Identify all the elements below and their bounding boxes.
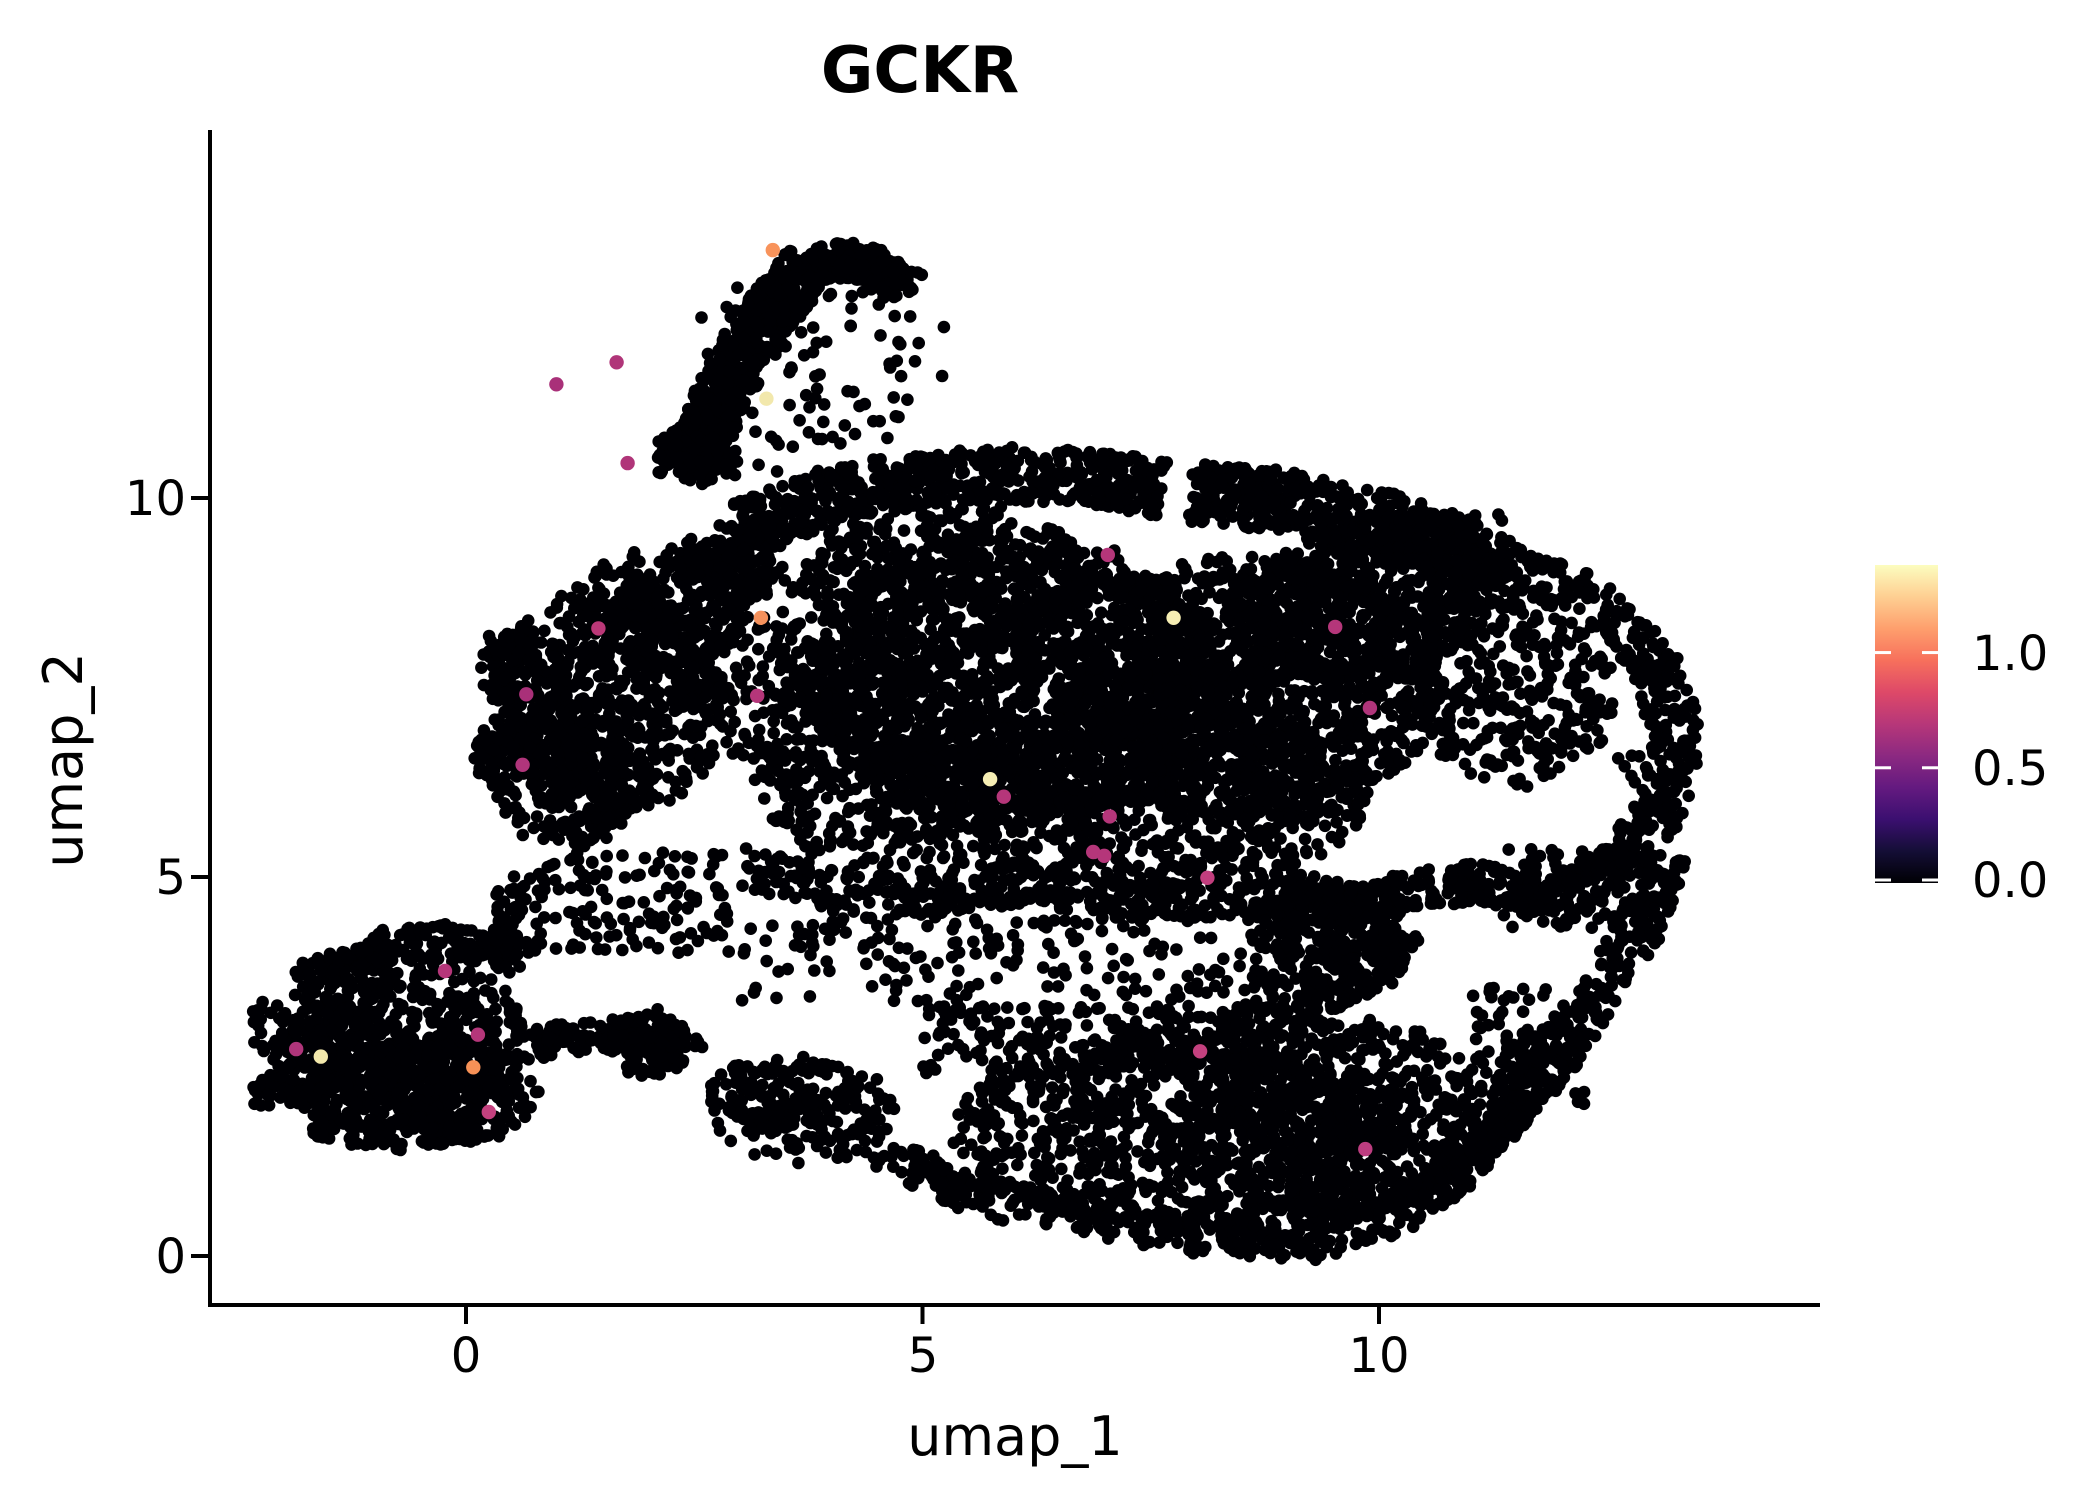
y-axis-title: umap_2 [32,652,95,868]
x-axis-title: umap_1 [907,1405,1123,1468]
x-tick-label-10: 10 [1348,1328,1409,1384]
expressing-cell [591,621,606,636]
expressing-cell [1086,844,1101,860]
expressing-cell [759,391,774,406]
x-axis-tick-labels: 0 5 10 [451,1328,1410,1384]
expressing-cell [1200,870,1215,885]
x-tick-label-5: 5 [908,1328,939,1384]
colorbar-legend: 1.0 0.5 0.0 [1875,565,2048,909]
expressing-cell [1102,809,1117,824]
axis-tick-marks [191,496,1381,1324]
expressing-cell [1362,700,1378,716]
expressing-cell [996,789,1011,804]
expressing-cell [515,757,530,772]
colorbar-label-0.5: 0.5 [1972,741,2048,797]
colorbar-tick-marks [1875,651,1938,882]
expressing-cell [1166,610,1181,625]
expressing-cell [519,687,534,702]
expressing-cell [437,963,453,979]
colorbar-label-1.0: 1.0 [1972,626,2048,682]
axis-spines [208,130,1820,1307]
expressing-cell [750,688,765,703]
expressing-cell [466,1060,481,1075]
expressing-cell [289,1041,304,1057]
x-tick-label-0: 0 [451,1328,482,1384]
expressing-cell [549,377,564,392]
expressing-cell [1358,1141,1373,1157]
expressing-cell [470,1027,486,1042]
expressing-cells [289,242,1378,1157]
colorbar-label-0.0: 0.0 [1972,853,2048,909]
expressing-cell [1100,547,1116,563]
y-tick-label-0: 0 [155,1229,186,1285]
expressing-cell [609,355,624,370]
colorbar-gradient-bar [1875,565,1938,883]
expressing-cell [765,242,780,258]
y-tick-label-10: 10 [125,471,186,527]
expressing-cell [1192,1044,1208,1059]
point-cloud [246,236,1704,1267]
plot-title: GCKR [821,34,1019,108]
expressing-cell [1097,848,1112,863]
y-axis-tick-labels: 0 5 10 [125,471,186,1285]
expressing-cell [620,455,635,471]
expressing-cell [753,610,769,625]
y-tick-label-5: 5 [155,850,186,906]
expressing-cell [982,772,998,787]
expressing-cell [481,1104,496,1120]
expressing-cell [1328,619,1343,635]
expressing-cell [313,1049,328,1064]
